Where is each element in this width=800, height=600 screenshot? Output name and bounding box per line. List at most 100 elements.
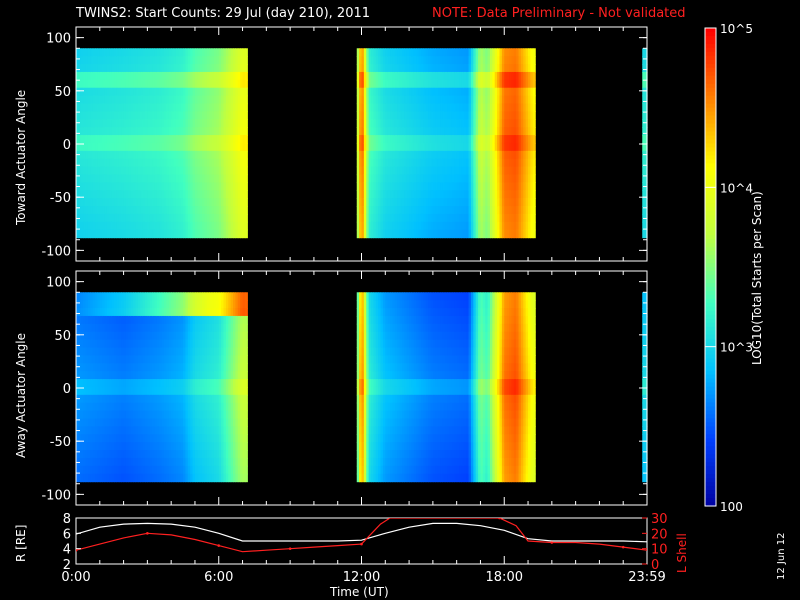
toward-panel-cell xyxy=(385,64,389,73)
toward-panel-cell xyxy=(375,135,379,144)
toward-panel-cell xyxy=(121,166,125,176)
toward-panel-cell xyxy=(478,111,482,120)
away-panel-cell xyxy=(97,450,101,459)
toward-panel-cell xyxy=(168,119,172,128)
toward-panel-cell xyxy=(478,103,482,112)
away-panel-cell xyxy=(135,363,139,372)
away-panel-cell xyxy=(171,339,175,349)
away-panel-cell xyxy=(130,465,134,475)
toward-panel-cell xyxy=(244,64,248,73)
toward-panel-cell xyxy=(373,229,377,239)
toward-panel-cell xyxy=(430,87,434,97)
toward-panel-cell xyxy=(161,127,165,136)
toward-panel-cell xyxy=(133,166,137,176)
toward-panel-cell xyxy=(468,150,472,160)
away-panel-cell xyxy=(142,355,146,364)
toward-panel-cell xyxy=(392,71,396,81)
toward-panel-cell xyxy=(406,56,410,65)
toward-panel-cell xyxy=(504,198,508,207)
toward-panel-cell xyxy=(356,166,360,176)
toward-panel-cell xyxy=(228,158,232,168)
toward-panel-cell xyxy=(142,103,146,112)
toward-panel-cell xyxy=(404,79,408,89)
toward-panel-cell xyxy=(78,48,82,57)
toward-panel-cell xyxy=(209,135,213,144)
toward-panel-cell xyxy=(501,135,505,144)
away-panel-cell xyxy=(168,308,172,317)
away-panel-cell xyxy=(147,315,151,325)
away-panel-cell xyxy=(118,434,122,443)
away-panel-cell xyxy=(104,402,108,412)
away-panel-cell xyxy=(125,410,129,420)
away-panel-cell xyxy=(145,402,148,412)
toward-panel-cell xyxy=(202,206,206,215)
toward-panel-cell xyxy=(440,64,443,73)
toward-panel-cell xyxy=(114,56,118,65)
toward-panel-cell xyxy=(509,158,512,168)
toward-panel-cell xyxy=(411,111,415,120)
toward-panel-cell xyxy=(494,64,498,73)
toward-panel-cell xyxy=(228,150,232,160)
toward-panel-cell xyxy=(156,206,160,215)
away-panel-cell xyxy=(185,386,189,396)
toward-panel-cell xyxy=(166,95,170,105)
away-panel-cell xyxy=(85,363,89,372)
toward-panel-cell xyxy=(147,56,151,65)
toward-panel-cell xyxy=(382,166,386,176)
away-panel-cell xyxy=(178,442,182,451)
toward-panel-cell xyxy=(90,190,94,199)
toward-panel-cell xyxy=(130,213,134,223)
toward-panel-cell xyxy=(83,71,87,81)
toward-panel-cell xyxy=(528,56,532,65)
toward-panel-cell xyxy=(111,71,115,81)
toward-panel-cell xyxy=(513,166,517,176)
toward-panel-cell xyxy=(204,182,208,191)
toward-panel-cell xyxy=(532,111,536,120)
away-panel-cell xyxy=(80,379,84,388)
toward-panel-cell xyxy=(242,221,246,231)
toward-panel-cell xyxy=(451,166,455,176)
away-panel-cell xyxy=(147,465,151,475)
toward-panel-cell xyxy=(475,206,479,215)
toward-panel-cell xyxy=(190,56,194,65)
away-panel-cell xyxy=(85,473,89,483)
toward-panel-cell xyxy=(416,182,420,191)
toward-panel-cell xyxy=(225,158,229,168)
toward-panel-cell xyxy=(382,229,386,239)
toward-panel-cell xyxy=(116,111,120,120)
toward-panel-cell xyxy=(466,48,470,57)
toward-panel-cell xyxy=(437,198,441,207)
toward-panel-cell xyxy=(437,79,441,89)
toward-panel-cell xyxy=(516,142,520,152)
toward-panel-cell xyxy=(242,111,246,120)
toward-panel-cell xyxy=(147,95,151,105)
away-panel-cell xyxy=(140,394,144,404)
toward-panel-cell xyxy=(494,79,498,89)
away-panel-cell xyxy=(199,465,203,475)
toward-panel-cell xyxy=(244,166,248,176)
away-panel-cell xyxy=(154,371,158,380)
toward-panel-cell xyxy=(528,103,532,112)
toward-panel-cell xyxy=(487,174,491,183)
toward-panel-cell xyxy=(171,221,175,231)
toward-panel-cell xyxy=(425,198,429,207)
toward-panel-cell xyxy=(133,95,137,105)
toward-panel-cell xyxy=(404,142,408,152)
toward-panel-cell xyxy=(520,198,524,207)
toward-panel-cell xyxy=(382,71,386,81)
toward-panel-cell xyxy=(147,174,151,183)
toward-panel-cell xyxy=(161,56,165,65)
toward-panel-cell xyxy=(520,56,524,65)
toward-panel-cell xyxy=(420,56,424,65)
toward-panel-cell xyxy=(397,56,401,65)
toward-panel-cell xyxy=(125,174,129,183)
toward-panel-cell xyxy=(161,103,165,112)
toward-panel-cell xyxy=(104,182,108,191)
toward-panel-cell xyxy=(520,213,524,223)
away-panel-cell xyxy=(140,315,144,325)
toward-panel-cell xyxy=(475,64,479,73)
away-panel-cell xyxy=(166,347,170,356)
toward-panel-cell xyxy=(459,198,463,207)
away-panel-cell xyxy=(121,308,125,317)
toward-panel-cell xyxy=(497,119,501,128)
